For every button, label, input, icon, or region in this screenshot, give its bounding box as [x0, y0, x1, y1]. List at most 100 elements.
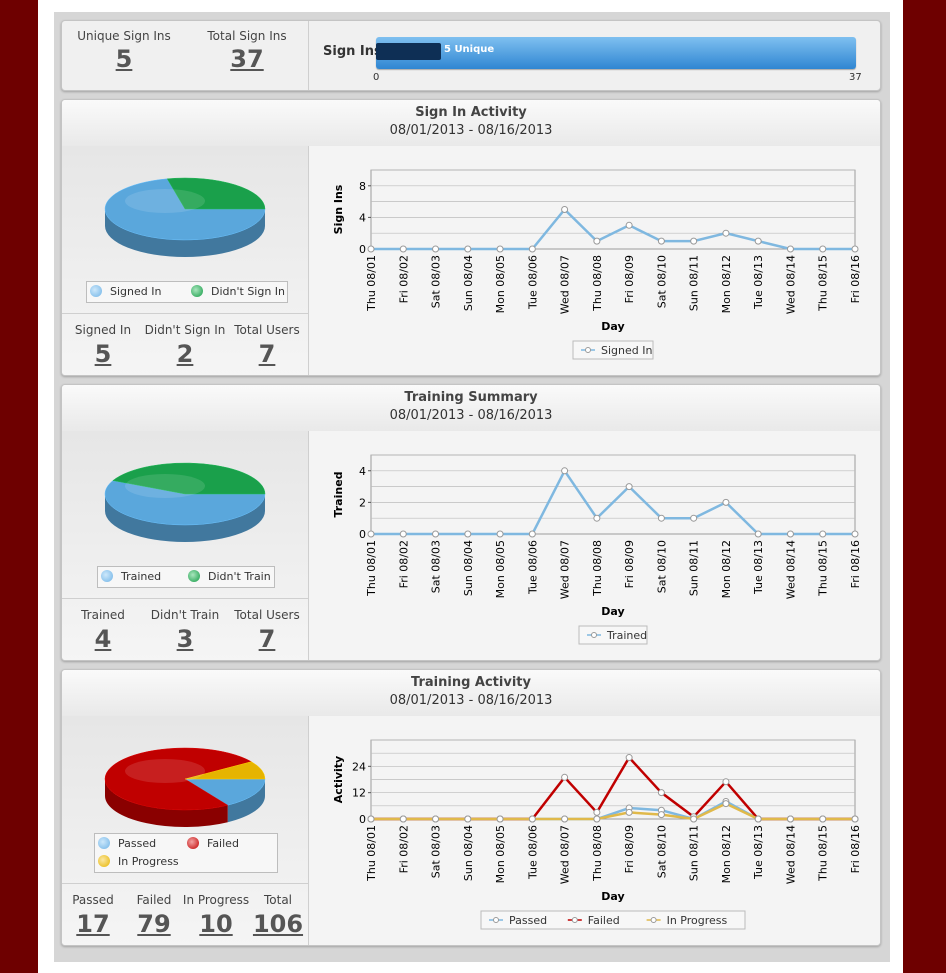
data-point[interactable]	[690, 237, 698, 245]
pie-slice[interactable]	[112, 462, 266, 495]
x-tick-label: Fri 08/16	[849, 540, 862, 588]
data-point[interactable]	[625, 754, 633, 762]
data-point[interactable]	[786, 245, 794, 253]
x-tick-label: Wed 08/07	[559, 825, 572, 884]
data-point[interactable]	[625, 808, 633, 816]
legend-item-didnt-train[interactable]: Didn't Train	[188, 570, 271, 583]
stat-value[interactable]: 7	[258, 340, 276, 368]
card-header: Training Activity 08/01/2013 - 08/16/201…	[62, 670, 880, 717]
data-point[interactable]	[754, 530, 762, 538]
pie-slice-side	[105, 209, 265, 257]
data-point[interactable]	[561, 206, 569, 213]
data-point[interactable]	[754, 815, 762, 823]
stat-value[interactable]: 10	[199, 910, 233, 938]
data-point[interactable]	[464, 245, 472, 253]
data-point[interactable]	[722, 229, 730, 237]
pie-chart	[104, 747, 266, 827]
stat-value[interactable]: 2	[176, 340, 194, 368]
stat-label: Total Users	[234, 608, 300, 622]
stat-value[interactable]: 4	[94, 625, 112, 653]
data-point[interactable]	[722, 778, 730, 786]
data-point[interactable]	[657, 811, 665, 819]
data-point[interactable]	[367, 530, 375, 538]
sign-ins-range-bar: 5 Unique	[376, 37, 856, 69]
data-point[interactable]	[464, 815, 472, 823]
stat-value[interactable]: 106	[252, 910, 304, 938]
x-tick-label: Wed 08/14	[784, 255, 797, 314]
data-point[interactable]	[496, 245, 504, 253]
pie-chart	[104, 462, 266, 542]
data-point[interactable]	[496, 815, 504, 823]
unique-sign-ins-fill	[376, 43, 441, 60]
y-tick-label: 4	[359, 211, 366, 224]
data-point[interactable]	[851, 530, 859, 538]
data-point[interactable]	[593, 237, 601, 245]
data-point[interactable]	[367, 815, 375, 823]
pie-slice[interactable]	[104, 480, 266, 526]
unique-sign-ins-value[interactable]: 5	[115, 45, 133, 73]
x-tick-label: Sat 08/03	[430, 825, 443, 878]
legend-item-failed[interactable]: Failed	[187, 837, 239, 850]
data-point[interactable]	[432, 530, 440, 538]
pie-slice[interactable]	[104, 178, 266, 241]
data-point[interactable]	[528, 815, 536, 823]
data-point[interactable]	[593, 815, 601, 823]
stat-value[interactable]: 3	[176, 625, 194, 653]
data-point[interactable]	[786, 530, 794, 538]
data-point[interactable]	[690, 815, 698, 823]
pie-slice[interactable]	[104, 747, 253, 811]
stat-value[interactable]: 79	[137, 910, 171, 938]
legend-label: Passed	[118, 837, 157, 850]
data-point[interactable]	[657, 237, 665, 245]
data-point[interactable]	[561, 467, 569, 475]
data-point[interactable]	[432, 815, 440, 823]
legend-item-trained[interactable]: Trained	[101, 570, 161, 583]
stat-value[interactable]: 7	[258, 625, 276, 653]
blue-dot-icon	[98, 837, 110, 849]
data-point[interactable]	[722, 498, 730, 506]
data-point[interactable]	[625, 483, 633, 491]
data-point[interactable]	[819, 245, 827, 253]
legend-item-passed[interactable]: Passed	[98, 837, 156, 850]
data-point[interactable]	[657, 514, 665, 522]
x-tick-label: Tue 08/13	[752, 255, 765, 310]
legend-item-in-progress[interactable]: In Progress	[98, 855, 179, 868]
x-tick-label: Mon 08/12	[720, 825, 733, 883]
data-point[interactable]	[819, 815, 827, 823]
data-point[interactable]	[786, 815, 794, 823]
data-point[interactable]	[399, 530, 407, 538]
data-point[interactable]	[593, 514, 601, 522]
data-point[interactable]	[528, 530, 536, 538]
data-point[interactable]	[399, 815, 407, 823]
data-point[interactable]	[625, 221, 633, 229]
data-point[interactable]	[754, 237, 762, 245]
pie-slice[interactable]	[166, 177, 266, 210]
data-point[interactable]	[593, 808, 601, 816]
pie-slice[interactable]	[184, 778, 266, 806]
data-point[interactable]	[399, 245, 407, 253]
data-point[interactable]	[851, 815, 859, 823]
data-point[interactable]	[819, 530, 827, 538]
legend-item-signed-in[interactable]: Signed In	[90, 285, 161, 298]
data-point[interactable]	[432, 245, 440, 253]
x-tick-label: Fri 08/16	[849, 825, 862, 873]
data-point[interactable]	[690, 514, 698, 522]
total-sign-ins-value[interactable]: 37	[230, 45, 264, 73]
data-point[interactable]	[561, 773, 569, 781]
data-point[interactable]	[657, 789, 665, 797]
data-point[interactable]	[367, 245, 375, 253]
stat-value[interactable]: 5	[94, 340, 112, 368]
data-point[interactable]	[464, 530, 472, 538]
x-tick-label: Sun 08/04	[462, 825, 475, 881]
stat-value[interactable]: 17	[76, 910, 110, 938]
pie-slice[interactable]	[184, 761, 266, 780]
legend-item-didnt-sign-in[interactable]: Didn't Sign In	[191, 285, 285, 298]
data-point[interactable]	[528, 245, 536, 253]
x-tick-label: Thu 08/01	[365, 825, 378, 882]
x-tick-label: Tue 08/06	[526, 540, 539, 595]
x-tick-label: Thu 08/15	[817, 255, 830, 312]
data-point[interactable]	[851, 245, 859, 253]
data-point[interactable]	[496, 530, 504, 538]
data-point[interactable]	[561, 815, 569, 823]
data-point[interactable]	[722, 800, 730, 808]
